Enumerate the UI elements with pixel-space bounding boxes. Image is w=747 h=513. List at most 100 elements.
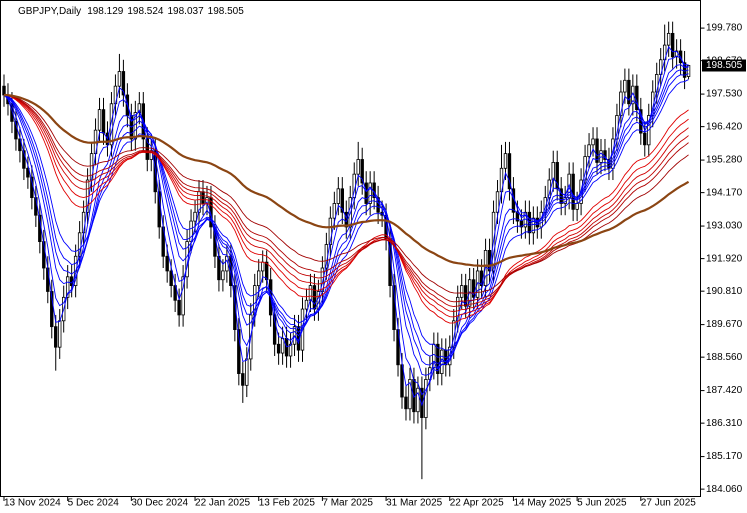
x-tick-label: 14 May 2025 — [513, 498, 571, 509]
moving-average — [3, 73, 689, 358]
candle-body — [531, 217, 536, 234]
candle-body — [643, 132, 647, 146]
y-tick-label: 194.170 — [706, 187, 743, 198]
moving-average — [3, 94, 689, 324]
candle-body — [241, 373, 245, 386]
moving-average — [3, 79, 689, 351]
candle-body — [101, 109, 106, 134]
y-tick-label: 185.170 — [706, 451, 743, 462]
moving-average — [3, 94, 689, 318]
candle-body — [137, 103, 142, 113]
candle-body — [575, 203, 579, 210]
candle-body — [22, 150, 26, 169]
candle-body — [595, 138, 599, 163]
candle-body — [360, 159, 364, 184]
y-tick-label: 188.560 — [706, 352, 743, 363]
candle-body — [237, 329, 241, 374]
candle-body — [2, 85, 6, 96]
candle-body — [686, 65, 691, 77]
candle-body — [117, 71, 122, 87]
y-tick-label: 197.530 — [706, 89, 743, 100]
candle-body — [340, 188, 344, 213]
y-tick-label: 196.420 — [706, 121, 743, 132]
plot-marks — [2, 21, 691, 480]
x-tick-label: 27 Jun 2025 — [641, 498, 696, 509]
candle-body — [459, 285, 464, 298]
last-high: 198.524 — [127, 6, 164, 17]
candle-body — [308, 285, 313, 301]
candle-body — [276, 343, 281, 354]
candle-body — [328, 217, 333, 245]
candle-body — [165, 255, 169, 272]
y-tick-label: 190.810 — [706, 286, 743, 297]
price-box — [702, 59, 746, 72]
x-tick-label: 13 Nov 2024 — [4, 498, 61, 509]
candle-body — [551, 162, 555, 181]
moving-average — [3, 94, 689, 307]
candle-body — [221, 270, 225, 281]
candle-body — [177, 299, 181, 316]
moving-average — [3, 93, 690, 268]
y-tick-label: 199.780 — [706, 23, 743, 34]
last-close: 198.505 — [208, 6, 245, 17]
candle-body — [503, 153, 508, 169]
y-tick-label: 195.280 — [706, 155, 743, 166]
last-low: 198.037 — [168, 6, 205, 17]
candle-body — [587, 144, 591, 157]
candle-body — [420, 387, 424, 418]
candle-body — [666, 32, 671, 46]
candle-body — [65, 276, 70, 298]
chart-header: GBPJPY,Daily 198.129 198.524 198.037 198.505 — [18, 6, 244, 17]
candle-body — [356, 159, 360, 175]
candle-body — [336, 188, 341, 204]
last-open: 198.129 — [87, 6, 124, 17]
y-tick-label: 189.670 — [706, 319, 743, 330]
candle-body — [408, 379, 412, 410]
candle-body — [288, 343, 293, 357]
x-tick-label: 22 Jan 2025 — [195, 498, 250, 509]
x-tick-label: 22 Apr 2025 — [450, 498, 504, 509]
chart-title: GBPJPY,Daily — [18, 6, 81, 17]
candle-body — [201, 191, 205, 204]
candle-body — [416, 387, 420, 413]
y-tick-label: 184.060 — [706, 484, 743, 495]
candle-body — [304, 299, 309, 310]
moving-average — [3, 94, 689, 312]
candle-body — [471, 279, 476, 298]
x-tick-label: 5 Dec 2024 — [68, 498, 120, 509]
candle-body — [145, 138, 149, 160]
candle-body — [50, 291, 54, 328]
candle-body — [424, 379, 428, 418]
candle-body — [332, 203, 337, 219]
candle-body — [26, 167, 30, 178]
candle-body — [571, 173, 575, 210]
candle-body — [591, 138, 595, 146]
candle-body — [507, 153, 512, 190]
candle-body — [627, 79, 631, 105]
candle-body — [58, 320, 62, 348]
candle-body — [682, 62, 687, 78]
price-label: 198.505 — [706, 60, 743, 71]
y-tick-label: 193.030 — [706, 221, 743, 232]
candle-body — [260, 261, 265, 272]
candle-body — [121, 71, 126, 96]
x-tick-label: 13 Feb 2025 — [259, 498, 316, 509]
candle-body — [10, 103, 14, 122]
candle-body — [404, 396, 408, 410]
candle-body — [245, 358, 249, 386]
candle-body — [193, 211, 197, 222]
candle-body — [169, 270, 173, 286]
candle-body — [272, 314, 277, 345]
candle-body — [181, 276, 185, 316]
moving-average — [3, 94, 689, 303]
candle-body — [364, 182, 368, 204]
x-tick-label: 31 Mar 2025 — [386, 498, 443, 509]
candle-body — [54, 326, 58, 348]
candle-body — [257, 270, 261, 286]
candle-body — [463, 285, 468, 307]
candle-body — [670, 32, 675, 58]
candle-body — [436, 343, 440, 374]
y-tick-label: 191.920 — [706, 253, 743, 264]
candle-body — [495, 191, 500, 213]
